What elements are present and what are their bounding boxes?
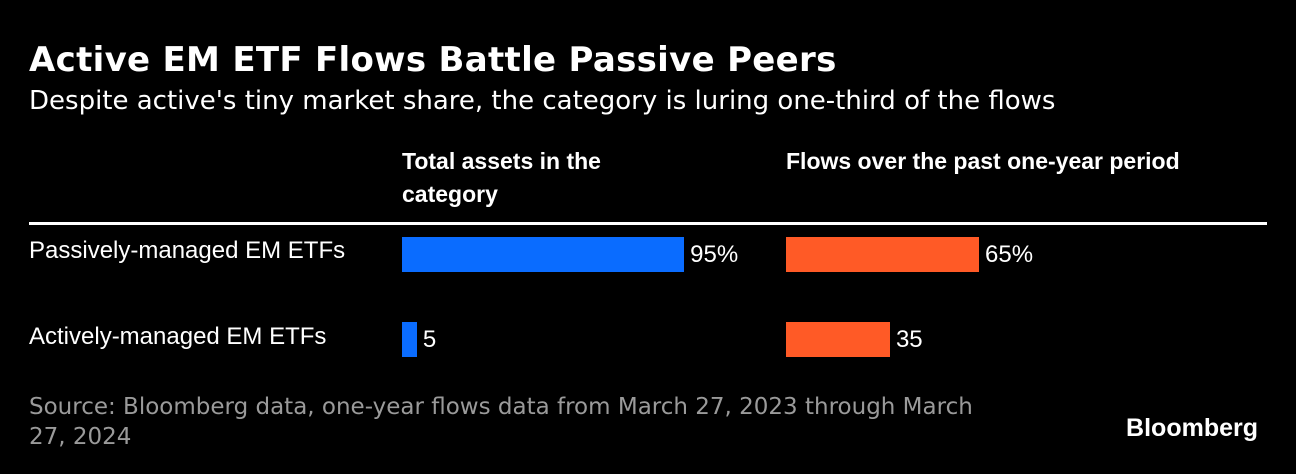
value-label-flows-passive: 65% <box>985 241 1034 268</box>
row-label-passive: Passively-managed EM ETFs <box>29 237 346 264</box>
bar-flows-passive <box>786 237 980 272</box>
chart-title: Active EM ETF Flows Battle Passive Peers <box>29 40 837 80</box>
bar-flows-active <box>786 322 890 357</box>
chart-subtitle: Despite active's tiny market share, the … <box>29 86 1056 116</box>
bloomberg-logo: Bloomberg <box>1126 414 1258 442</box>
column-header-assets: Total assets in the category <box>402 148 601 207</box>
source-note: Source: Bloomberg data, one-year flows d… <box>29 394 973 450</box>
value-label-assets-passive: 95% <box>690 241 739 268</box>
column-header-flows: Flows over the past one-year period <box>786 148 1180 174</box>
row-label-active: Actively-managed EM ETFs <box>29 323 327 350</box>
value-label-assets-active: 5 <box>422 326 437 353</box>
bar-assets-active <box>402 322 417 357</box>
value-label-flows-active: 35 <box>895 326 923 353</box>
header-rule <box>29 222 1267 225</box>
bar-assets-passive <box>402 237 685 272</box>
